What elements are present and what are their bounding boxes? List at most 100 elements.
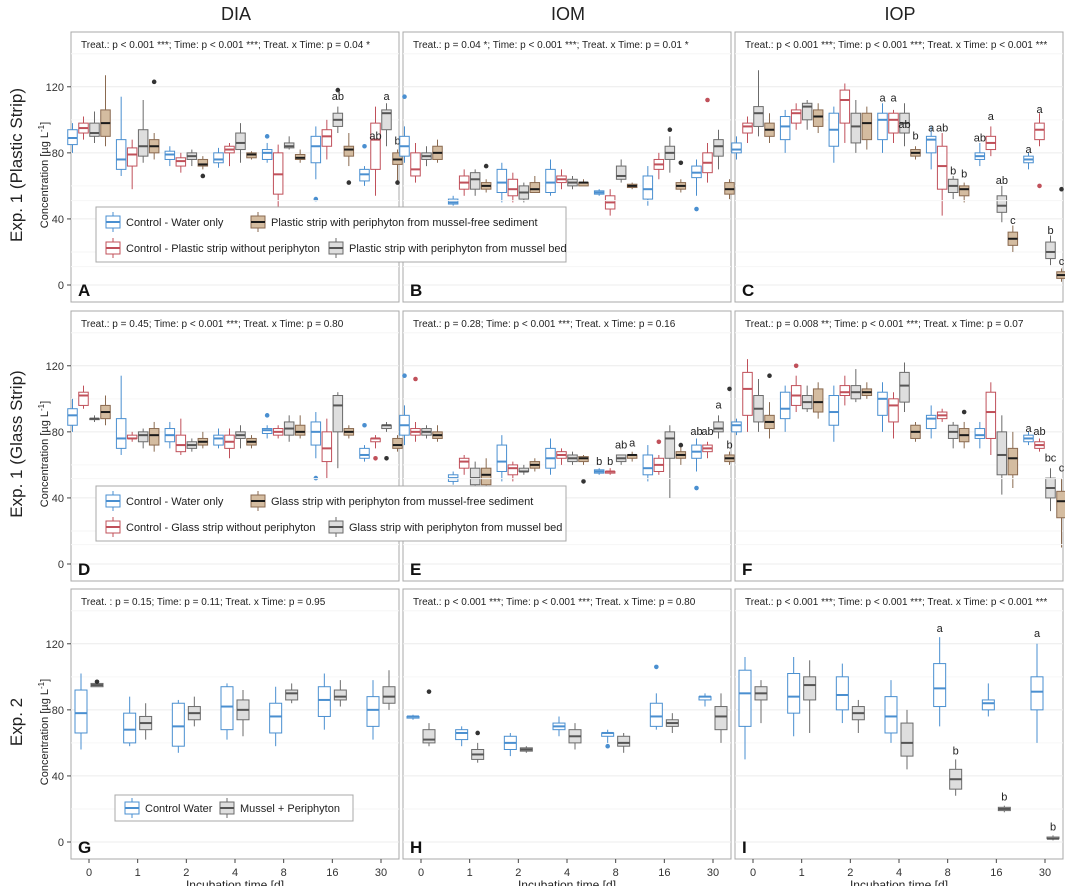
- box-body: [981, 699, 995, 711]
- outlier-point: [961, 409, 967, 415]
- box-body: [839, 385, 851, 397]
- box-plain-1: [126, 139, 138, 190]
- box-bed-0: [753, 378, 764, 432]
- legend-frame: [95, 206, 567, 263]
- box-plain-4: [888, 392, 899, 439]
- x-tick-label: 2: [515, 867, 521, 879]
- box-ctrl-30: [691, 438, 702, 472]
- box-plain-30: [1034, 113, 1045, 147]
- significance-letter: b: [1047, 225, 1053, 237]
- box-free-8: [294, 415, 306, 439]
- panel-h: Treat.: p < 0.001 ***; Time: p < 0.001 *…: [402, 478, 732, 886]
- box-body: [545, 168, 556, 193]
- box-plain-30: [1034, 438, 1045, 452]
- box-plain-4: [556, 169, 567, 190]
- outlier-point: [362, 143, 367, 149]
- box-plain-8: [604, 468, 616, 475]
- box-body: [742, 371, 753, 416]
- box-free-30: [724, 451, 735, 465]
- box-body: [333, 689, 347, 701]
- legend-entry-ctrl: Control - Water only: [105, 491, 224, 511]
- box-ctrl-16: [981, 683, 995, 717]
- legend-2: Control - Water only Glass strip with per…: [95, 485, 567, 542]
- box-bed-2: [518, 182, 530, 203]
- box-plain-4: [224, 428, 235, 459]
- box-plain-16: [985, 126, 997, 157]
- box-free-0: [432, 139, 443, 163]
- y-tick-label: 40: [52, 771, 64, 783]
- box-mp-4: [900, 709, 914, 770]
- significance-letter: ab: [936, 122, 948, 134]
- box-body: [507, 464, 519, 476]
- box-mp-8: [617, 732, 631, 753]
- y-axis-label-end: ]: [39, 401, 51, 404]
- box-bed-2: [850, 99, 862, 153]
- box-plain-0: [742, 116, 753, 143]
- box-ctrl-30: [359, 445, 370, 462]
- box-plain-4: [556, 448, 567, 465]
- x-tick-label: 4: [896, 867, 902, 879]
- significance-letter: b: [607, 456, 613, 468]
- box-body: [974, 428, 986, 439]
- significance-letter: b: [596, 456, 602, 468]
- box-body: [213, 152, 224, 164]
- box-free-30: [392, 435, 403, 452]
- y-axis-label-end: ]: [39, 679, 51, 682]
- box-body: [67, 408, 78, 426]
- panel-frame: [734, 31, 1064, 303]
- box-body: [78, 391, 89, 406]
- box-body: [753, 106, 764, 127]
- box-free-16: [343, 425, 355, 439]
- significance-letter: b: [953, 745, 959, 757]
- box-bed-16: [664, 136, 676, 173]
- box-body: [496, 444, 508, 472]
- box-mp-1: [803, 660, 817, 733]
- box-mp-4: [568, 723, 582, 750]
- box-body: [507, 178, 519, 197]
- box-ctrl-1: [115, 96, 127, 176]
- box-body: [958, 185, 970, 197]
- box-plain-0: [78, 385, 89, 409]
- row-title-plastic: Exp. 1 (Plastic Strip): [7, 88, 26, 242]
- box-free-1: [812, 382, 824, 419]
- y-tick-label: 120: [46, 361, 64, 373]
- panel-letter: A: [78, 281, 90, 300]
- significance-letter: a: [715, 400, 722, 412]
- box-body: [888, 112, 899, 134]
- box-body: [1007, 447, 1019, 476]
- box-body: [126, 147, 138, 167]
- significance-letter: bc: [1045, 453, 1057, 465]
- outlier-point: [483, 163, 489, 169]
- box-plain-1: [790, 103, 802, 130]
- x-axis-label: Incubation time [d]: [518, 878, 616, 886]
- box-mp-30: [1046, 835, 1060, 841]
- significance-letter: c: [1059, 462, 1065, 474]
- significance-letter: b: [950, 165, 956, 177]
- legend-entry-bed: Plastic strip with periphyton from musse…: [328, 238, 567, 258]
- box-bed-8: [947, 421, 959, 449]
- x-tick-label: 1: [467, 867, 473, 879]
- x-axis-label: Incubation time [d]: [850, 878, 948, 886]
- box-bed-30: [713, 415, 724, 439]
- box-body: [731, 142, 742, 154]
- y-axis-label: Concentration [µg L-1]: [37, 122, 51, 228]
- box-body: [529, 182, 541, 193]
- outlier-point: [402, 94, 407, 99]
- y-axis-label: Concentration [µg L-1]: [37, 679, 51, 785]
- box-bed-0: [753, 70, 764, 137]
- outlier-point: [667, 127, 673, 133]
- box-bed-4: [235, 123, 246, 163]
- box-mp-8: [949, 759, 963, 796]
- box-body: [1030, 676, 1044, 711]
- row-titles: Exp. 1 (Plastic Strip) Exp. 1 (Glass Str…: [7, 88, 26, 746]
- box-plain-8: [272, 144, 284, 210]
- significance-letter: c: [1010, 215, 1016, 227]
- box-ctrl-0: [731, 418, 742, 436]
- stats-text: Treat.: p = 0.28; Time: p < 0.001 ***; T…: [413, 319, 676, 330]
- box-mp-0: [422, 723, 436, 747]
- box-ctrl-0: [406, 714, 420, 720]
- box-ctrl-4: [220, 683, 234, 740]
- box-body: [321, 431, 333, 463]
- box-body: [261, 149, 273, 160]
